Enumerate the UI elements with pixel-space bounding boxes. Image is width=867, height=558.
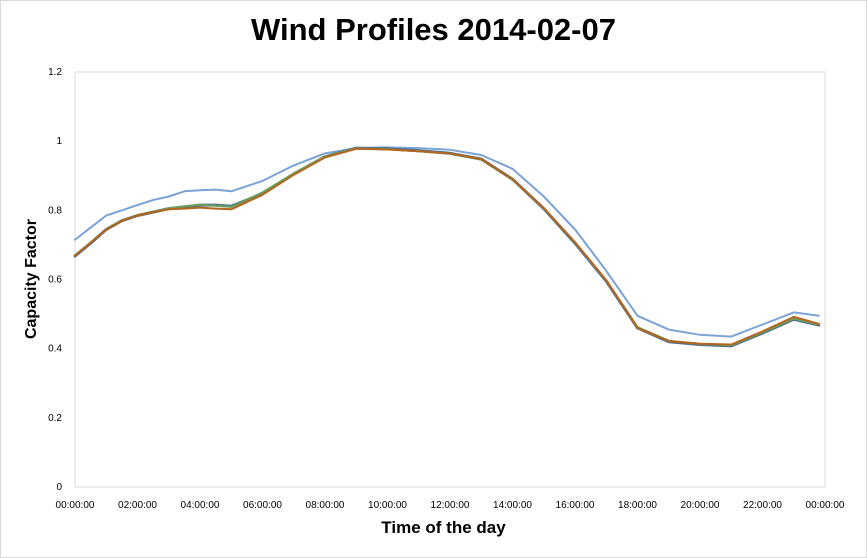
y-tick-label: 0.6 <box>48 275 62 286</box>
x-tick-label: 02:00:00 <box>118 500 157 511</box>
series-line-2 <box>73 146 821 348</box>
series-lines <box>73 146 821 348</box>
series-line-1 <box>74 146 820 338</box>
x-tick-labels: 00:00:00 02:00:00 04:00:00 06:00:00 08:00:00… <box>56 500 845 511</box>
x-tick-label: 14:00:00 <box>493 500 532 511</box>
x-tick-label: 00:00:00 <box>56 500 95 511</box>
y-tick-label: 0.8 <box>48 205 62 216</box>
series-line-3 <box>74 147 820 347</box>
x-tick-label: 00:00:00 <box>806 500 845 511</box>
y-tick-labels: 0 0.2 0.4 0.6 0.8 1 1.2 <box>48 67 62 493</box>
series-line-4 <box>74 147 820 346</box>
x-axis-label: Time of the day <box>381 518 506 537</box>
x-tick-label: 18:00:00 <box>618 500 657 511</box>
y-tick-label: 0.2 <box>48 413 62 424</box>
plot-area <box>74 71 826 488</box>
y-tick-label: 1.2 <box>48 67 62 78</box>
x-tick-label: 16:00:00 <box>556 500 595 511</box>
x-tick-label: 04:00:00 <box>181 500 220 511</box>
x-tick-label: 22:00:00 <box>743 500 782 511</box>
chart-title: Wind Profiles 2014-02-07 <box>251 12 616 47</box>
x-tick-label: 06:00:00 <box>243 500 282 511</box>
y-tick-label: 1 <box>56 136 62 147</box>
y-tick-label: 0 <box>56 482 62 493</box>
y-tick-label: 0.4 <box>48 344 62 355</box>
x-tick-label: 20:00:00 <box>681 500 720 511</box>
x-tick-label: 08:00:00 <box>306 500 345 511</box>
x-tick-label: 10:00:00 <box>368 500 407 511</box>
x-tick-label: 12:00:00 <box>431 500 470 511</box>
